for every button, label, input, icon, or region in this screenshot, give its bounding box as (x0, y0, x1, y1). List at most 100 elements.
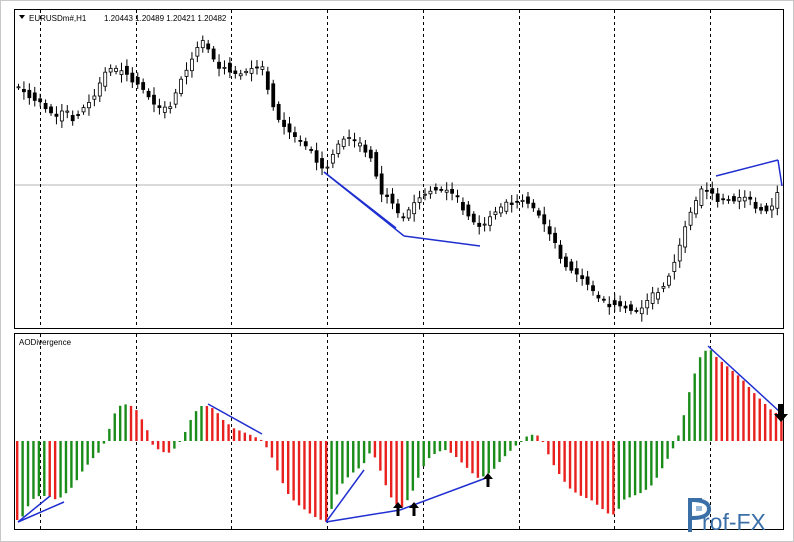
candle-body (645, 300, 650, 309)
symbol-label: EURUSDm#,H1 (29, 14, 87, 23)
candle-body (639, 307, 644, 315)
ao-bar (509, 441, 512, 451)
candle-body (314, 150, 319, 163)
ao-bar (612, 441, 615, 515)
ao-bar (276, 441, 279, 471)
ao-bar (715, 356, 718, 441)
candle-body (694, 200, 698, 215)
candle-body (699, 188, 704, 206)
candle-body (509, 202, 514, 205)
candle-body (320, 158, 324, 169)
ao-bar (666, 441, 669, 459)
ao-bar (677, 435, 680, 441)
candle-body (303, 141, 308, 147)
candle-body (130, 72, 135, 83)
candle-body (27, 89, 32, 99)
ao-bar (671, 441, 675, 449)
ao-bar (574, 441, 577, 493)
candle-body (542, 214, 547, 225)
ao-bar (558, 441, 561, 474)
ao-bar (102, 441, 106, 444)
ao-bar (173, 441, 176, 449)
ao-bar (243, 432, 247, 441)
candle-body (16, 86, 21, 89)
candle-body (390, 193, 395, 204)
ao-bar (156, 441, 160, 450)
candle-body (22, 89, 26, 93)
candle-body (726, 199, 731, 201)
ao-bar (465, 441, 469, 468)
candle-body (233, 70, 238, 74)
candle-body (358, 142, 362, 147)
ao-signal-arrows (393, 404, 788, 516)
candle-body (461, 202, 465, 211)
price-divergence-lines (323, 159, 783, 247)
ao-bar (221, 419, 225, 441)
candle-body (753, 201, 758, 209)
candle-body (336, 143, 341, 155)
candle-body (428, 190, 433, 195)
divergence-line (17, 501, 65, 523)
candle-body (574, 268, 579, 275)
candle-body (217, 61, 221, 69)
ao-bar (216, 413, 219, 441)
ao-bar (698, 357, 702, 441)
price-grid (40, 10, 711, 328)
ao-bar (135, 410, 138, 441)
candle-body (119, 70, 124, 75)
candle-body (769, 205, 774, 211)
ao-bar (97, 441, 100, 453)
candle-body (601, 298, 606, 301)
ao-bar (498, 441, 501, 463)
ao-bar (48, 441, 51, 498)
candle-body (688, 211, 693, 226)
ao-bar (736, 375, 740, 441)
candle-body (618, 301, 623, 307)
ao-bar (400, 441, 404, 507)
logo-p-bowl (691, 498, 712, 520)
candle-body (190, 58, 194, 72)
divergence-line (715, 159, 779, 177)
candle-body (433, 187, 438, 191)
candle-body (656, 292, 660, 300)
candle-body (531, 202, 536, 209)
ao-bar (422, 441, 425, 467)
ao-bar (151, 441, 154, 445)
candle-body (629, 304, 633, 311)
ao-bar (590, 441, 593, 501)
candle-body (135, 77, 140, 85)
ao-bar (352, 441, 355, 473)
price-panel[interactable]: EURUSDm#,H1 1.20443 1.20489 1.20421 1.20… (14, 9, 784, 329)
candle-body (710, 188, 715, 194)
ao-bar (281, 441, 284, 484)
candle-body (493, 211, 498, 215)
up-arrow-icon (409, 502, 419, 516)
candle-body (423, 193, 427, 196)
candle-body (162, 106, 167, 113)
candle-body (417, 197, 422, 203)
candle-body (49, 106, 53, 114)
triangle-down-icon[interactable] (19, 15, 25, 19)
prof-fx-logo: rof-FX (688, 498, 766, 535)
candle-body (211, 48, 216, 60)
candle-body (287, 123, 292, 133)
ao-bar (194, 411, 198, 441)
candle-body (173, 92, 178, 105)
indicator-panel[interactable]: AODivergence (14, 333, 789, 530)
ao-bar (124, 404, 127, 441)
ao-divergence-lines (17, 345, 781, 523)
candle-body (125, 65, 129, 75)
candle-body (38, 98, 43, 103)
ao-bar (639, 441, 642, 494)
ao-bar (568, 441, 572, 489)
ao-bar (227, 424, 230, 441)
candle-body (385, 194, 389, 197)
ao-bar (742, 380, 745, 441)
divergence-line (403, 235, 481, 247)
ao-bar (693, 373, 696, 441)
candle-body (596, 294, 601, 299)
candle-body (103, 71, 108, 87)
candle-body (477, 222, 482, 227)
candle-body (325, 166, 330, 169)
ao-bar (455, 441, 458, 458)
